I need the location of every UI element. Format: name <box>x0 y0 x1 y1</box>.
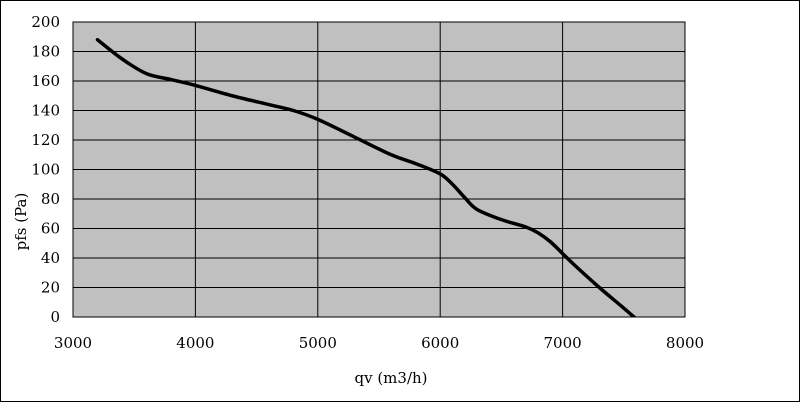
y-tick-label: 60 <box>41 220 60 238</box>
x-tick-label: 3000 <box>54 334 92 352</box>
x-tick-label: 5000 <box>299 334 337 352</box>
x-tick-label: 7000 <box>544 334 582 352</box>
y-tick-label: 80 <box>41 190 60 208</box>
x-tick-label: 8000 <box>666 334 704 352</box>
y-tick-label: 100 <box>31 161 60 179</box>
y-tick-label: 180 <box>31 43 60 61</box>
x-tick-labels: 3000 4000 5000 6000 7000 8000 <box>54 334 704 352</box>
y-tick-label: 20 <box>41 279 60 297</box>
y-tick-label: 40 <box>41 249 60 267</box>
series-line <box>95 37 637 317</box>
y-tick-label: 120 <box>31 131 60 149</box>
data-series <box>95 37 637 317</box>
y-tick-labels: 0 20 40 60 80 100 120 140 160 180 200 <box>31 13 60 326</box>
y-tick-label: 140 <box>31 102 60 120</box>
x-tick-label: 4000 <box>176 334 214 352</box>
x-tick-label: 6000 <box>421 334 459 352</box>
x-axis-label: qv (m3/h) <box>354 369 427 387</box>
y-tick-label: 0 <box>50 308 60 326</box>
y-axis-label: pfs (Pa) <box>12 193 30 251</box>
y-tick-label: 200 <box>31 13 60 31</box>
y-tick-label: 160 <box>31 72 60 90</box>
